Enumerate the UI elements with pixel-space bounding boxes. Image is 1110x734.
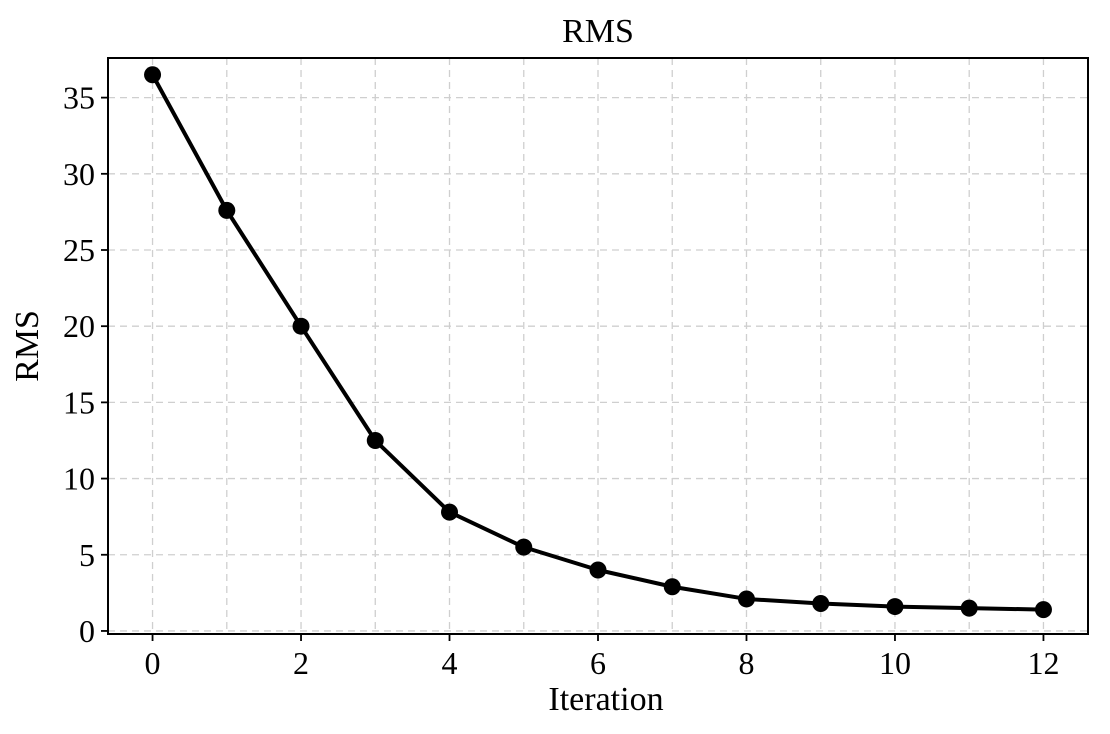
x-axis-title: Iteration: [548, 681, 663, 718]
x-tick-label: 8: [738, 645, 754, 681]
data-point: [589, 561, 607, 579]
data-point: [144, 66, 162, 84]
x-tick-label: 12: [1027, 645, 1059, 681]
x-tick-label: 2: [293, 645, 309, 681]
series-layer: [144, 66, 1052, 619]
y-axis-title: RMS: [9, 310, 46, 382]
x-tick-label: 0: [145, 645, 161, 681]
data-point: [737, 590, 755, 608]
grid-layer: [108, 58, 1088, 634]
data-point: [515, 538, 533, 556]
data-point: [886, 598, 904, 616]
data-point: [1034, 601, 1052, 619]
data-point: [960, 599, 978, 617]
x-tick-label: 4: [442, 645, 458, 681]
chart-title: RMS: [562, 13, 634, 50]
data-point: [812, 595, 830, 613]
y-tick-label: 10: [63, 461, 95, 497]
data-point: [366, 431, 384, 449]
data-point: [663, 578, 681, 596]
data-point: [292, 317, 310, 335]
x-tick-label: 10: [879, 645, 911, 681]
y-tick-label: 20: [63, 308, 95, 344]
y-tick-label: 5: [79, 537, 95, 573]
x-axis: 0 2 4 6 8 10 12: [145, 634, 1059, 681]
y-tick-label: 15: [63, 384, 95, 420]
data-point: [441, 503, 459, 521]
y-tick-label: 25: [63, 232, 95, 268]
data-point: [218, 201, 236, 219]
y-axis: 0 5 10 15 20 25 30 35: [63, 80, 108, 649]
y-tick-label: 30: [63, 156, 95, 192]
y-tick-label: 35: [63, 80, 95, 116]
y-tick-label: 0: [79, 613, 95, 649]
x-tick-label: 6: [590, 645, 606, 681]
